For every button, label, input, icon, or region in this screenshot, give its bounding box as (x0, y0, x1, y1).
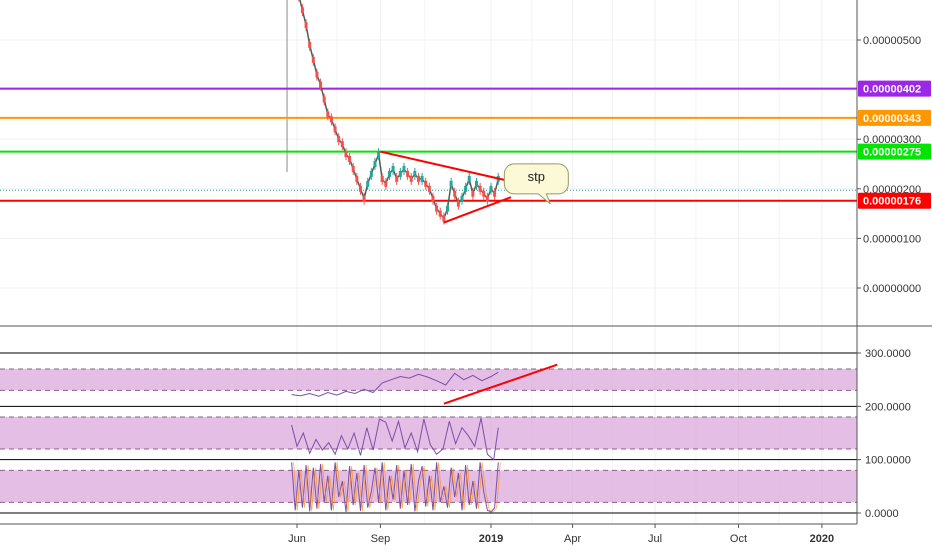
level-tag[interactable] (858, 192, 931, 209)
x-tick-label: Oct (730, 533, 747, 545)
osc-y-tick-label: 0.0000 (865, 508, 899, 520)
level-tag-label: 0.00000402 (863, 84, 921, 96)
candle-body (351, 165, 355, 172)
candle-body (467, 175, 471, 182)
osc-y-tick-label: 300.0000 (865, 348, 911, 360)
level-tag[interactable] (858, 143, 931, 160)
candle-body (474, 180, 478, 187)
candle-body (424, 180, 428, 187)
annotation-text: stp (528, 169, 545, 184)
osc-series-line (291, 417, 499, 461)
candle-body (402, 165, 406, 172)
y-tick-label: 0.00000100 (863, 233, 921, 245)
candle-body (322, 96, 326, 103)
osc-trendline[interactable] (443, 363, 558, 405)
candle-body (453, 190, 457, 197)
annotation-callout[interactable] (503, 163, 569, 205)
candle-body (333, 126, 337, 133)
candle-body (395, 175, 399, 182)
annotations[interactable]: stp (503, 163, 569, 205)
candle-body (435, 205, 439, 212)
osc-signal-line (293, 462, 501, 513)
candle-body (358, 185, 362, 192)
candle-body (420, 175, 424, 182)
candle-body (304, 22, 308, 29)
candle-body (366, 180, 370, 187)
candle-body (409, 175, 413, 182)
y-tick-label: 0.00000000 (863, 283, 921, 295)
candle-body (464, 185, 468, 192)
x-tick-label: 2019 (479, 533, 503, 545)
candle-body (478, 185, 482, 192)
oscillator-series (291, 371, 501, 513)
candle-body (489, 185, 493, 192)
x-tick-label: Jun (288, 533, 306, 545)
candle-body (416, 175, 420, 182)
candle-body (442, 215, 446, 222)
candle-body (449, 180, 453, 187)
x-tick-label: 2020 (810, 533, 834, 545)
x-tick-label: Apr (564, 533, 581, 545)
candle-body (493, 190, 497, 197)
candle-body (337, 136, 341, 143)
y-tick-label: 0.00000500 (863, 35, 921, 47)
level-tag[interactable] (858, 109, 931, 126)
level-tag-label: 0.00000275 (863, 147, 921, 159)
candle-body (391, 165, 395, 172)
level-tag-label: 0.00000343 (863, 113, 921, 125)
candle-body (456, 200, 460, 207)
candle-body (485, 195, 489, 202)
candle-body (460, 195, 464, 202)
osc-y-tick-label: 100.0000 (865, 455, 911, 467)
candle-body (445, 205, 449, 212)
indicator-bands (0, 352, 857, 514)
trendline[interactable] (443, 196, 512, 224)
candle-body (377, 151, 381, 158)
x-tick-label: Sep (371, 533, 391, 545)
candle-body (329, 116, 333, 123)
band-fill (0, 417, 857, 449)
y-tick-label: 0.00000300 (863, 134, 921, 146)
osc-y-tick-label: 200.0000 (865, 401, 911, 413)
candle-body (308, 41, 312, 48)
horizontal-levels[interactable] (0, 87, 857, 202)
candle-body (315, 71, 319, 78)
candle-body (344, 151, 348, 158)
trendlines[interactable] (380, 150, 558, 405)
candle-body (355, 175, 359, 182)
candle-body (373, 161, 377, 167)
candle-body (406, 170, 410, 177)
candle-body (398, 170, 402, 177)
candle-body (362, 195, 366, 202)
level-tag-label: 0.00000176 (863, 196, 921, 208)
candle-body (431, 195, 435, 202)
candle-body (348, 156, 352, 163)
band-fill (0, 369, 857, 391)
candle-body (319, 81, 323, 88)
candle-body (471, 190, 475, 197)
candle-body (326, 111, 330, 118)
candle-body (438, 210, 442, 217)
candle-body (482, 190, 486, 197)
price-series (298, 0, 500, 225)
level-tag[interactable] (858, 80, 931, 97)
x-tick-label: Jul (648, 533, 662, 545)
candle-body (340, 141, 344, 148)
price-line (299, 0, 500, 221)
osc-series-line (291, 371, 499, 397)
candle-body (311, 56, 315, 63)
trendline[interactable] (380, 150, 512, 183)
candle-body (369, 170, 373, 177)
candle-body (380, 175, 384, 182)
candle-body (384, 180, 388, 187)
candle-body (387, 170, 391, 177)
candle-body (413, 170, 417, 177)
candle-body (427, 185, 431, 192)
candle-body (300, 7, 304, 14)
osc-series-line (291, 462, 499, 513)
